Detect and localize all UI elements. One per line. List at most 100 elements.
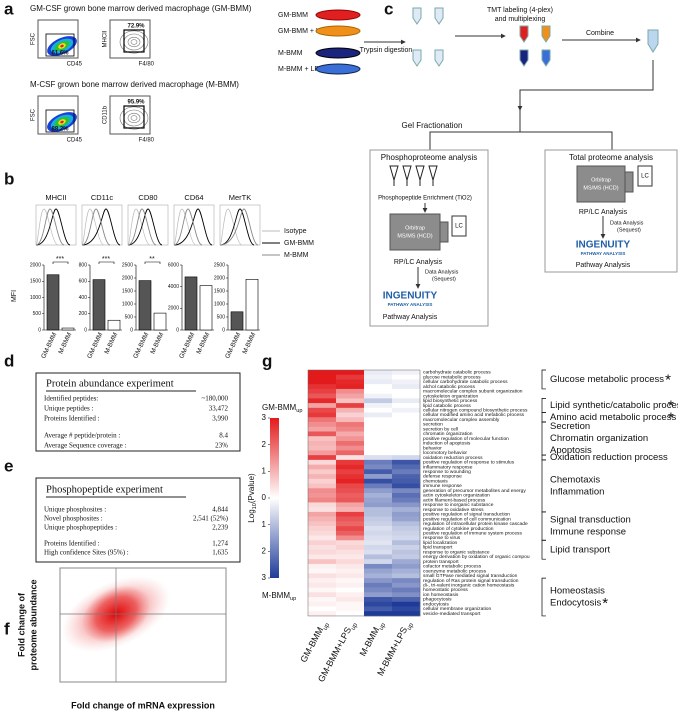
scale-label-rest: (Pvalue) bbox=[247, 473, 256, 503]
row-label: carbohydrate catabolic process bbox=[423, 370, 491, 376]
heatmap-cell bbox=[308, 459, 337, 465]
row-label: inflammatory response bbox=[423, 464, 473, 470]
heatmap-cell bbox=[392, 601, 421, 607]
x-tick-label: M-BMM bbox=[57, 332, 73, 356]
x-tick-label: GM-BMM bbox=[40, 332, 58, 360]
y-tick-label: 500 bbox=[125, 314, 134, 320]
annotation-star: * bbox=[668, 397, 674, 414]
heatmap-cell bbox=[336, 426, 365, 432]
y-tick-label: 2000 bbox=[214, 275, 225, 281]
annotation-text: Oxidation reduction process bbox=[550, 452, 668, 463]
heatmap-cell bbox=[364, 559, 393, 565]
y-tick-label: 0 bbox=[130, 327, 133, 333]
bracket bbox=[541, 511, 546, 541]
annotation-text: Lipid transport bbox=[550, 544, 611, 555]
bar bbox=[92, 279, 106, 331]
heatmap-cell bbox=[336, 530, 365, 536]
heatmap-cell bbox=[336, 563, 365, 569]
histogram-curve bbox=[127, 208, 157, 246]
row-label: secretion bbox=[423, 422, 443, 428]
heatmap-cell bbox=[308, 601, 337, 607]
heatmap-cell bbox=[308, 549, 337, 555]
heatmap-cell bbox=[308, 445, 337, 451]
heatmap-cell bbox=[336, 549, 365, 555]
row-label: positive regulation of molecular functio… bbox=[423, 436, 509, 442]
marker-title: CD64 bbox=[184, 193, 203, 202]
step-label: and multiplexing bbox=[495, 16, 546, 23]
heatmap-cell bbox=[364, 606, 393, 612]
row-label: homeostatic process bbox=[423, 587, 468, 593]
heatmap-cell bbox=[336, 450, 365, 456]
y-axis-label: Fold change of bbox=[16, 592, 26, 657]
step-label: Data Analysis bbox=[425, 269, 459, 275]
step-label: (Sequest) bbox=[617, 227, 641, 233]
heatmap-cell bbox=[364, 374, 393, 380]
scale-label: Log10(Pvalue) bbox=[247, 473, 258, 523]
legend-label: Isotype bbox=[284, 228, 307, 235]
stat-label: Unique peptides : bbox=[44, 405, 93, 413]
histogram-curve bbox=[81, 208, 121, 246]
column-label-sub: up bbox=[350, 622, 360, 632]
row-label: alchol catabolic process bbox=[423, 384, 475, 390]
heatmap-cell bbox=[336, 492, 365, 499]
y-tick-label: 500 bbox=[217, 314, 226, 320]
heatmap-cell bbox=[336, 431, 365, 437]
heatmap-cell bbox=[364, 549, 393, 555]
step-label: TMT labeling (4-plex) bbox=[487, 7, 553, 14]
heatmap-cell bbox=[392, 370, 421, 376]
scale-label-sub: 10 bbox=[252, 503, 258, 509]
significance-bracket bbox=[98, 261, 115, 264]
heatmap-cell bbox=[308, 606, 337, 612]
heatmap-cell bbox=[308, 450, 337, 456]
scale-tick-label: 1 bbox=[262, 466, 267, 475]
panel-letter: d bbox=[4, 351, 14, 370]
bar bbox=[46, 274, 60, 331]
heatmap-cell bbox=[364, 526, 393, 532]
ingenuity-sub: PATHWAY ANALYSIS bbox=[388, 302, 433, 307]
heatmap-cell bbox=[336, 507, 365, 513]
heatmap-cell bbox=[392, 422, 421, 428]
y-tick-label: 800 bbox=[79, 262, 88, 268]
heatmap-cell bbox=[392, 426, 421, 432]
heatmap-cell bbox=[364, 597, 393, 603]
heatmap-cell bbox=[308, 431, 337, 437]
heatmap-cell bbox=[364, 370, 393, 376]
stat-value: 33,472 bbox=[209, 405, 229, 413]
heatmap-cell bbox=[308, 497, 337, 503]
heatmap-cell bbox=[392, 374, 421, 380]
heatmap-cell bbox=[364, 578, 393, 584]
heatmap-cell bbox=[392, 483, 421, 489]
heatmap-cell bbox=[364, 474, 393, 480]
box-title: Phosphoproteome analysis bbox=[381, 153, 478, 162]
column-label-sub: up bbox=[322, 622, 332, 632]
panel-subtitle: M-CSF grown bone marrow derived macropha… bbox=[30, 80, 239, 89]
heatmap-cell bbox=[336, 455, 365, 461]
heatmap-cell bbox=[308, 492, 337, 499]
heatmap-cell bbox=[308, 540, 337, 546]
heatmap-cell bbox=[308, 440, 337, 446]
heatmap-cell bbox=[364, 459, 393, 465]
marker-title: CD11c bbox=[91, 193, 114, 202]
step-label: Combine bbox=[586, 30, 614, 37]
histogram-curve bbox=[35, 208, 59, 246]
heatmap-cell bbox=[364, 379, 393, 385]
heatmap-cell bbox=[336, 469, 365, 475]
ingenuity-logo: INGENUITY bbox=[576, 240, 631, 251]
heatmap-cell bbox=[392, 388, 421, 394]
row-label: behavior bbox=[423, 445, 442, 451]
histogram-curve bbox=[35, 208, 71, 246]
heatmap-cell bbox=[364, 611, 393, 617]
row-label: response to inorganic substance bbox=[423, 502, 494, 508]
bar bbox=[245, 278, 259, 331]
heatmap-cell bbox=[336, 526, 365, 532]
x-tick-label: GM-BMM bbox=[224, 332, 242, 360]
gate-percent: 61.6% bbox=[51, 51, 69, 57]
heatmap-cell bbox=[392, 592, 421, 598]
heatmap-cell bbox=[308, 592, 337, 598]
heatmap-cell bbox=[392, 417, 421, 423]
stat-label: Identified peptides: bbox=[44, 395, 98, 403]
column-label: M-BMMup bbox=[358, 619, 388, 659]
pipettes bbox=[389, 165, 438, 186]
labeled-tubes bbox=[519, 25, 551, 67]
heatmap-cell bbox=[308, 464, 337, 470]
